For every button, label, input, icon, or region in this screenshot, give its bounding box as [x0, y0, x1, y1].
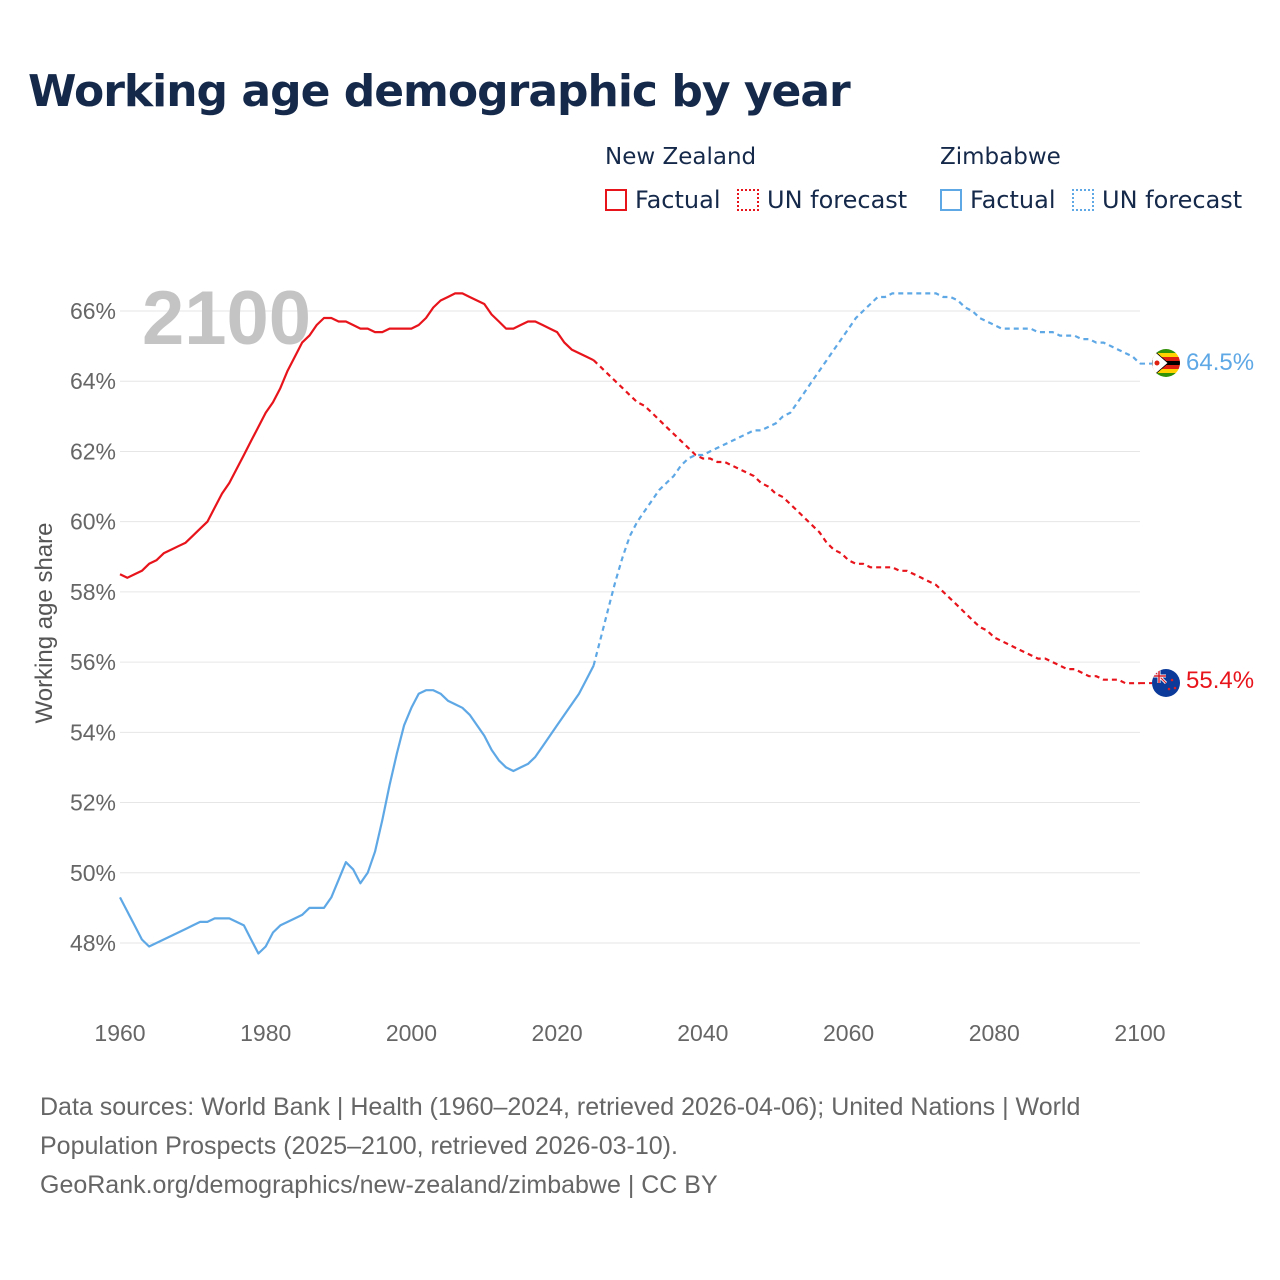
footer-line: Population Prospects (2025–2100, retriev…	[40, 1132, 678, 1160]
x-tick-label: 2020	[532, 1020, 583, 1046]
y-tick-label: 60%	[70, 509, 116, 535]
y-tick-label: 56%	[70, 649, 116, 675]
legend-group-title: New Zealand	[605, 144, 757, 170]
y-tick-label: 52%	[70, 790, 116, 816]
y-tick-label: 62%	[70, 438, 116, 464]
y-tick-label: 64%	[70, 368, 116, 394]
legend-item-zw-forecast[interactable]: UN forecast	[1072, 186, 1242, 214]
legend-item-label: UN forecast	[1102, 186, 1243, 214]
footer-line: GeoRank.org/demographics/new-zealand/zim…	[40, 1171, 718, 1199]
y-tick-label: 66%	[70, 298, 116, 324]
x-tick-label: 2060	[823, 1020, 874, 1046]
y-tick-label: 48%	[70, 930, 116, 956]
y-tick-label: 58%	[70, 579, 116, 605]
y-tick-label: 54%	[70, 719, 116, 745]
zimbabwe-flag-icon	[1152, 349, 1180, 377]
legend-group-title: Zimbabwe	[940, 144, 1061, 170]
series-line-zimbabwe-factual	[119, 665, 595, 955]
x-tick-label: 2100	[1114, 1020, 1165, 1046]
year-watermark: 2100	[142, 276, 311, 361]
legend-item-nz-forecast[interactable]: UN forecast	[737, 186, 907, 214]
series-line-new-zealand-forecast	[592, 359, 1140, 685]
x-axis-ticks: 1960 1980 2000 2020 2040 2060 2080 2100	[94, 1020, 1165, 1046]
legend-item-label: UN forecast	[767, 186, 908, 214]
line-chart: 48% 50% 52% 54% 56% 58% 60% 62% 64% 66% 1960 1980 2…	[31, 276, 1254, 1046]
chart-title: Working age demographic by year	[28, 66, 851, 117]
legend-swatch-solid	[605, 189, 627, 211]
end-value-label-new-zealand: 55.4%	[1186, 667, 1254, 694]
series-line-new-zealand-factual	[119, 292, 595, 579]
gridlines	[120, 310, 1140, 944]
y-axis-ticks: 48% 50% 52% 54% 56% 58% 60% 62% 64% 66%	[70, 298, 116, 956]
footer-line: Data sources: World Bank | Health (1960–…	[40, 1093, 1081, 1121]
x-tick-label: 2080	[969, 1020, 1020, 1046]
y-tick-label: 50%	[70, 860, 116, 886]
end-value-label-zimbabwe: 64.5%	[1186, 349, 1254, 376]
x-tick-label: 1980	[240, 1020, 291, 1046]
legend-swatch-solid	[940, 189, 962, 211]
new-zealand-flag-icon	[1152, 669, 1180, 697]
legend-item-label: Factual	[635, 186, 721, 214]
legend-swatch-dotted	[737, 189, 759, 211]
y-axis-label: Working age share	[31, 523, 58, 724]
legend-item-zw-factual[interactable]: Factual	[940, 186, 1056, 214]
legend-item-label: Factual	[970, 186, 1056, 214]
x-tick-label: 1960	[94, 1020, 145, 1046]
legend-swatch-dotted	[1072, 189, 1094, 211]
footer-source: Data sources: World Bank | Health (1960–…	[40, 1088, 1240, 1205]
series-line-zimbabwe-forecast	[592, 292, 1141, 666]
legend-item-nz-factual[interactable]: Factual	[605, 186, 721, 214]
x-tick-label: 2040	[677, 1020, 728, 1046]
x-tick-label: 2000	[386, 1020, 437, 1046]
series-lines	[119, 292, 1152, 955]
